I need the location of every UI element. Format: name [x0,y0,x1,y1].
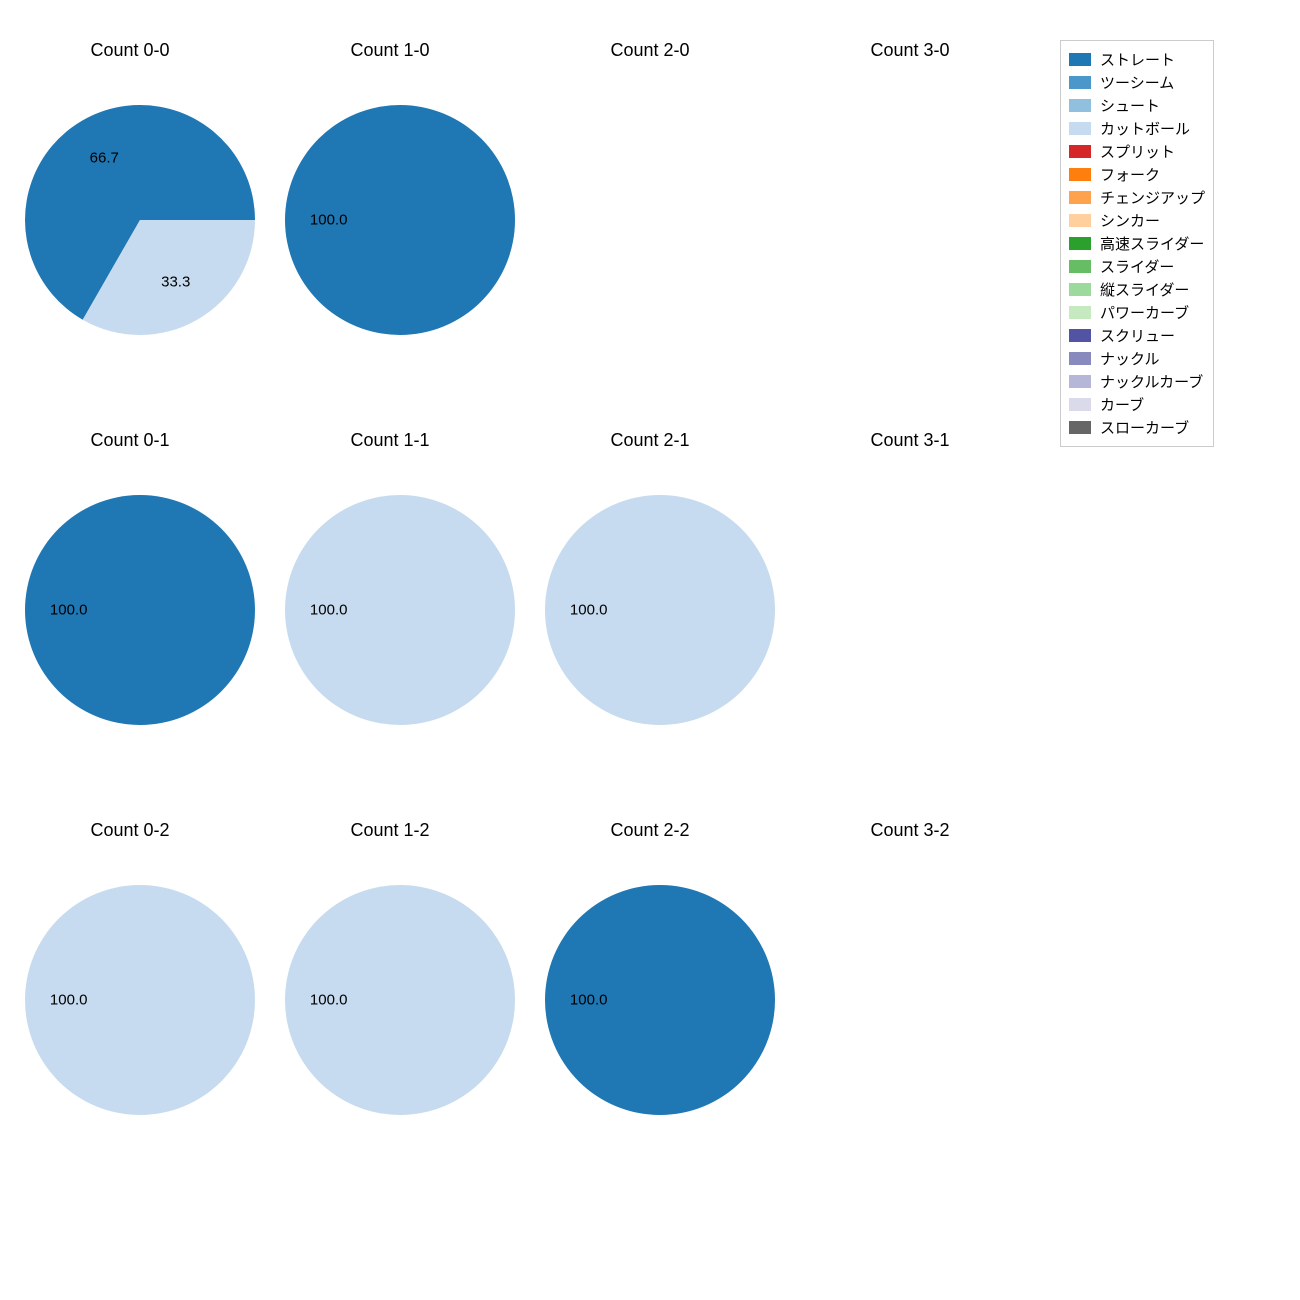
panel-title: Count 3-0 [780,40,1040,61]
legend-item-split: スプリット [1069,141,1205,162]
legend-swatch [1069,306,1091,319]
legend-swatch [1069,260,1091,273]
legend-label: カーブ [1100,394,1144,415]
legend-label: ストレート [1100,49,1175,70]
legend-item-shoot: シュート [1069,95,1205,116]
legend-item-cutball: カットボール [1069,118,1205,139]
legend-item-knuckle_curve: ナックルカーブ [1069,371,1205,392]
legend-item-changeup: チェンジアップ [1069,187,1205,208]
legend-label: ツーシーム [1100,72,1174,93]
legend-swatch [1069,329,1091,342]
panel-count-1-1: Count 1-1100.0 [260,430,520,770]
legend-label: ナックル [1100,348,1160,369]
pie-svg [0,430,260,770]
panel-count-2-0: Count 2-0 [520,40,780,380]
pie-slice-cutball [545,495,775,725]
legend-item-high_slider: 高速スライダー [1069,233,1205,254]
legend-swatch [1069,352,1091,365]
legend-item-slow_curve: スローカーブ [1069,417,1205,438]
legend-swatch [1069,214,1091,227]
legend-swatch [1069,375,1091,388]
pie-svg [0,40,260,380]
panel-count-0-0: Count 0-066.733.3 [0,40,260,380]
legend-item-fork: フォーク [1069,164,1205,185]
pie-slice-straight [285,105,515,335]
panel-count-2-1: Count 2-1100.0 [520,430,780,770]
panel-count-0-1: Count 0-1100.0 [0,430,260,770]
pie-slice-straight [25,495,255,725]
legend-label: ナックルカーブ [1100,371,1203,392]
legend-item-slider: スライダー [1069,256,1205,277]
chart-stage: Count 0-066.733.3Count 1-0100.0Count 2-0… [0,0,1300,1300]
legend-label: 高速スライダー [1100,233,1204,254]
legend-swatch [1069,237,1091,250]
pie-svg [520,820,780,1160]
legend-label: スライダー [1100,256,1174,277]
legend-item-two_seam: ツーシーム [1069,72,1205,93]
panel-title: Count 3-1 [780,430,1040,451]
panel-count-1-0: Count 1-0100.0 [260,40,520,380]
pie-slice-cutball [25,885,255,1115]
legend-swatch [1069,283,1091,296]
legend-label: スクリュー [1100,325,1175,346]
legend-swatch [1069,99,1091,112]
legend-item-power_curve: パワーカーブ [1069,302,1205,323]
panel-count-3-0: Count 3-0 [780,40,1040,380]
legend: ストレートツーシームシュートカットボールスプリットフォークチェンジアップシンカー… [1060,40,1214,447]
panel-count-3-1: Count 3-1 [780,430,1040,770]
legend-item-knuckle: ナックル [1069,348,1205,369]
legend-swatch [1069,76,1091,89]
legend-item-curve: カーブ [1069,394,1205,415]
pie-svg [260,40,520,380]
pie-svg [0,820,260,1160]
pie-slice-cutball [285,495,515,725]
panel-title: Count 3-2 [780,820,1040,841]
legend-swatch [1069,122,1091,135]
legend-label: スローカーブ [1100,417,1189,438]
panel-count-0-2: Count 0-2100.0 [0,820,260,1160]
legend-label: フォーク [1100,164,1160,185]
legend-swatch [1069,191,1091,204]
panel-count-1-2: Count 1-2100.0 [260,820,520,1160]
legend-item-vert_slider: 縦スライダー [1069,279,1205,300]
legend-label: シュート [1100,95,1160,116]
panel-count-3-2: Count 3-2 [780,820,1040,1160]
legend-swatch [1069,168,1091,181]
legend-label: パワーカーブ [1100,302,1189,323]
legend-item-screw: スクリュー [1069,325,1205,346]
legend-item-sinker: シンカー [1069,210,1205,231]
pie-slice-cutball [285,885,515,1115]
legend-label: 縦スライダー [1100,279,1189,300]
legend-label: カットボール [1100,118,1190,139]
panel-count-2-2: Count 2-2100.0 [520,820,780,1160]
legend-swatch [1069,398,1091,411]
legend-swatch [1069,53,1091,66]
pie-svg [260,820,520,1160]
pie-svg [520,430,780,770]
panel-title: Count 2-0 [520,40,780,61]
legend-label: スプリット [1100,141,1175,162]
legend-swatch [1069,421,1091,434]
legend-swatch [1069,145,1091,158]
legend-label: チェンジアップ [1100,187,1205,208]
pie-slice-straight [545,885,775,1115]
legend-item-straight: ストレート [1069,49,1205,70]
pie-svg [260,430,520,770]
legend-label: シンカー [1100,210,1160,231]
